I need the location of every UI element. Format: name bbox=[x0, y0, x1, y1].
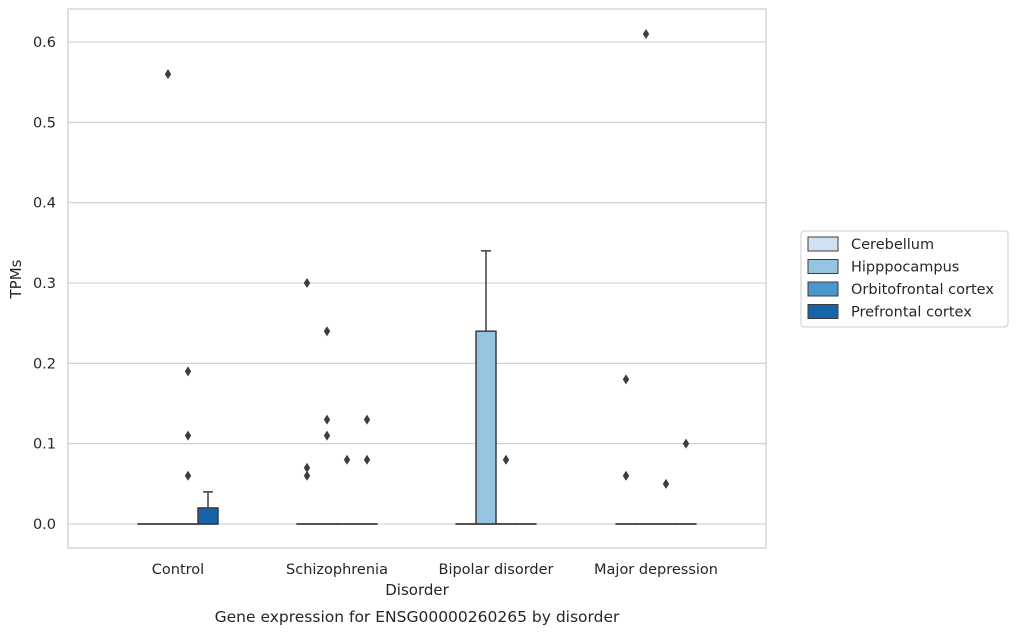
box-hipppocampus bbox=[475, 250, 497, 525]
x-tick-label: Control bbox=[152, 562, 204, 578]
legend-frame bbox=[800, 230, 1009, 328]
legend-items: Cerebellum Hipppocampus Orbitofrontal cort… bbox=[807, 236, 994, 321]
flier-point bbox=[184, 470, 192, 481]
flier-point bbox=[363, 454, 371, 465]
plot-frame bbox=[67, 8, 767, 549]
legend-swatch bbox=[807, 304, 839, 319]
flier-point bbox=[323, 414, 331, 425]
box-cerebellum bbox=[615, 374, 637, 525]
legend-label: Hipppocampus bbox=[851, 260, 959, 276]
x-tick-label: Schizophrenia bbox=[286, 562, 388, 578]
y-axis-title: TPMs bbox=[7, 259, 25, 299]
box-plots bbox=[137, 28, 697, 525]
flier-point bbox=[323, 430, 331, 441]
legend-label: Cerebellum bbox=[851, 237, 934, 253]
box-hipppocampus bbox=[316, 326, 338, 525]
flier-point bbox=[502, 454, 510, 465]
legend-swatch bbox=[807, 281, 839, 297]
y-tick-label: 0.6 bbox=[33, 35, 56, 51]
box-cerebellum bbox=[296, 278, 318, 525]
y-tick-label: 0.4 bbox=[33, 196, 56, 212]
flier-point bbox=[622, 374, 630, 385]
flier-point bbox=[303, 470, 311, 481]
flier-point bbox=[363, 414, 371, 425]
y-tick-label: 0.3 bbox=[33, 276, 56, 292]
flier-point bbox=[303, 278, 311, 288]
x-tick-label: Major depression bbox=[594, 562, 718, 578]
box-prefrontal-cortex bbox=[675, 438, 697, 525]
box-prefrontal-cortex bbox=[356, 414, 378, 525]
box-prefrontal-cortex bbox=[197, 491, 219, 525]
box-orbitofrontal-cortex bbox=[655, 478, 677, 525]
box-hipppocampus bbox=[635, 28, 657, 525]
box-body bbox=[475, 330, 497, 525]
box-orbitofrontal-cortex bbox=[177, 366, 199, 525]
legend-swatch bbox=[807, 236, 839, 252]
flier-point bbox=[184, 366, 192, 377]
flier-point bbox=[303, 462, 311, 473]
flier-point bbox=[622, 470, 630, 481]
legend-label: Prefrontal cortex bbox=[851, 305, 972, 321]
x-tick-label: Bipolar disorder bbox=[439, 562, 554, 578]
legend: Cerebellum Hipppocampus Orbitofrontal cort… bbox=[800, 230, 1009, 328]
flier-point bbox=[682, 438, 690, 449]
box-orbitofrontal-cortex bbox=[495, 454, 517, 525]
legend-swatch bbox=[807, 259, 839, 274]
x-tick-labels: Control Schizophrenia Bipolar disorder Majo… bbox=[152, 562, 718, 578]
flier-point bbox=[164, 69, 172, 80]
y-tick-label: 0.5 bbox=[33, 115, 56, 131]
legend-label: Orbitofrontal cortex bbox=[851, 282, 994, 298]
flier-point bbox=[642, 28, 650, 39]
flier-point bbox=[662, 478, 670, 489]
box-hipppocampus bbox=[157, 69, 179, 525]
box-body bbox=[197, 507, 219, 525]
y-tick-label: 0.2 bbox=[33, 356, 56, 372]
flier-point bbox=[184, 430, 192, 441]
chart-caption: Gene expression for ENSG00000260265 by d… bbox=[215, 608, 620, 626]
box-orbitofrontal-cortex bbox=[336, 454, 358, 525]
y-tick-labels: 0.0 0.1 0.2 0.3 0.4 0.5 0.6 bbox=[33, 35, 56, 533]
flier-point bbox=[343, 454, 351, 465]
y-tick-label: 0.1 bbox=[33, 437, 56, 453]
y-tick-label: 0.0 bbox=[33, 517, 56, 533]
x-axis-title: Disorder bbox=[385, 581, 449, 599]
grid-lines bbox=[68, 41, 766, 525]
flier-point bbox=[323, 326, 331, 337]
